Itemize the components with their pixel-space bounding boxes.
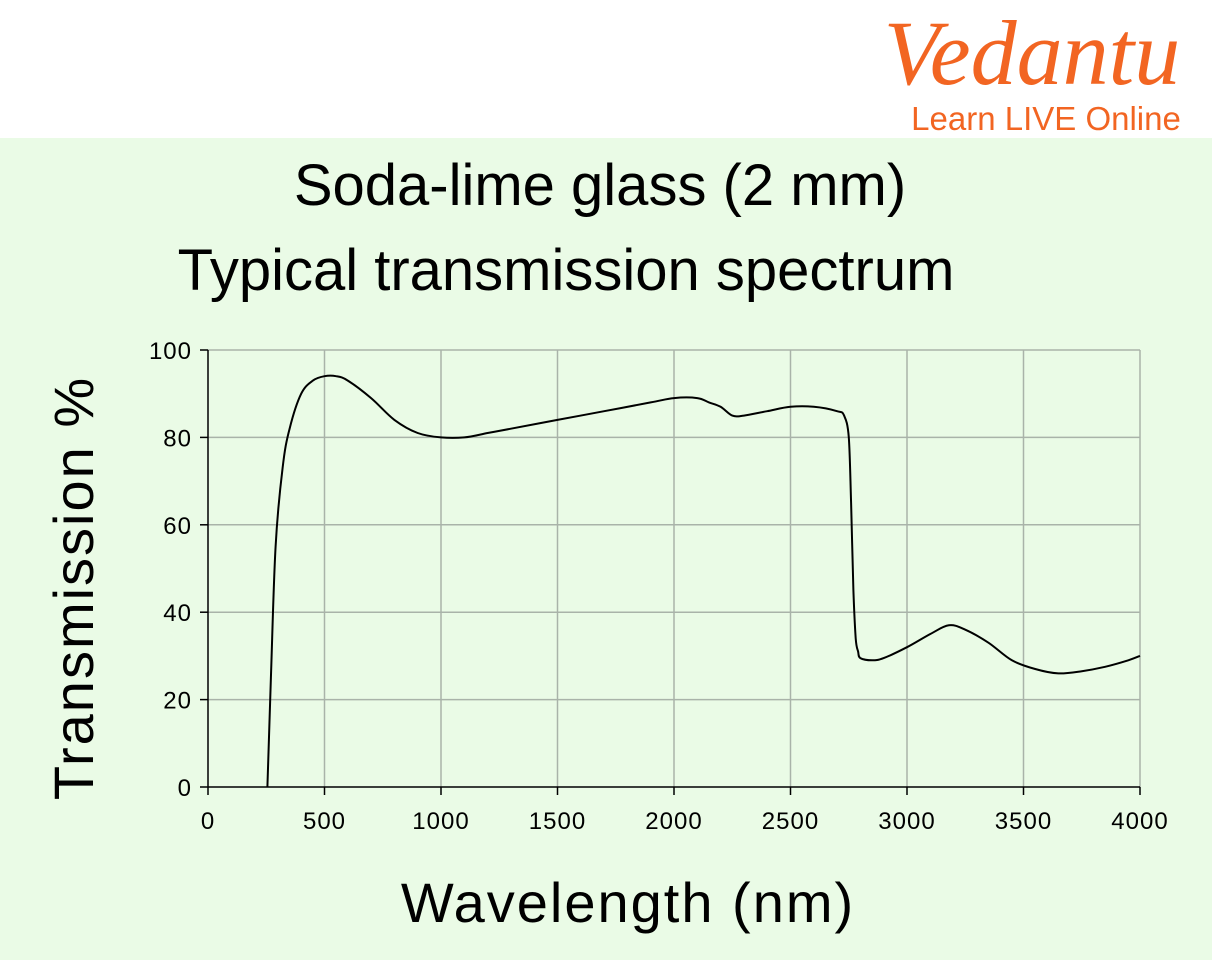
x-axis-title: Wavelength (nm) (401, 871, 855, 934)
x-tick-label: 4000 (1111, 808, 1168, 835)
y-tick-label: 80 (163, 425, 192, 452)
y-tick-label: 100 (149, 338, 192, 365)
header-bar: Vedantu Learn LIVE Online (0, 0, 1212, 138)
transmission-line (266, 374, 1141, 788)
y-tick-labels: 0 20 40 60 80 100 (149, 338, 192, 802)
y-tick-label: 20 (163, 688, 192, 715)
y-axis-title: Transmission % (42, 376, 105, 800)
y-tick-label: 40 (163, 600, 192, 627)
x-tick-label: 500 (303, 808, 346, 835)
y-tick-label: 60 (163, 513, 192, 540)
x-tick-label: 2500 (762, 808, 819, 835)
axes (200, 349, 1141, 795)
x-tick-label: 1500 (529, 808, 586, 835)
chart-title: Soda-lime glass (2 mm) (294, 153, 906, 218)
logo-tagline: Learn LIVE Online (911, 100, 1181, 137)
vedantu-logo: Vedantu Learn LIVE Online (884, 2, 1181, 137)
series (266, 374, 1141, 788)
x-tick-label: 2000 (645, 808, 702, 835)
chart-subtitle: Typical transmission spectrum (178, 238, 955, 303)
grid (208, 349, 1141, 787)
x-tick-label: 1000 (412, 808, 469, 835)
logo-wordmark: Vedantu (884, 2, 1180, 104)
y-tick-label: 0 (178, 775, 192, 802)
x-tick-label: 3500 (995, 808, 1052, 835)
x-tick-labels: 0 500 1000 1500 2000 2500 3000 3500 4000 (201, 808, 1168, 835)
x-tick-label: 3000 (878, 808, 935, 835)
chart-panel (0, 138, 1212, 960)
x-tick-label: 0 (201, 808, 215, 835)
